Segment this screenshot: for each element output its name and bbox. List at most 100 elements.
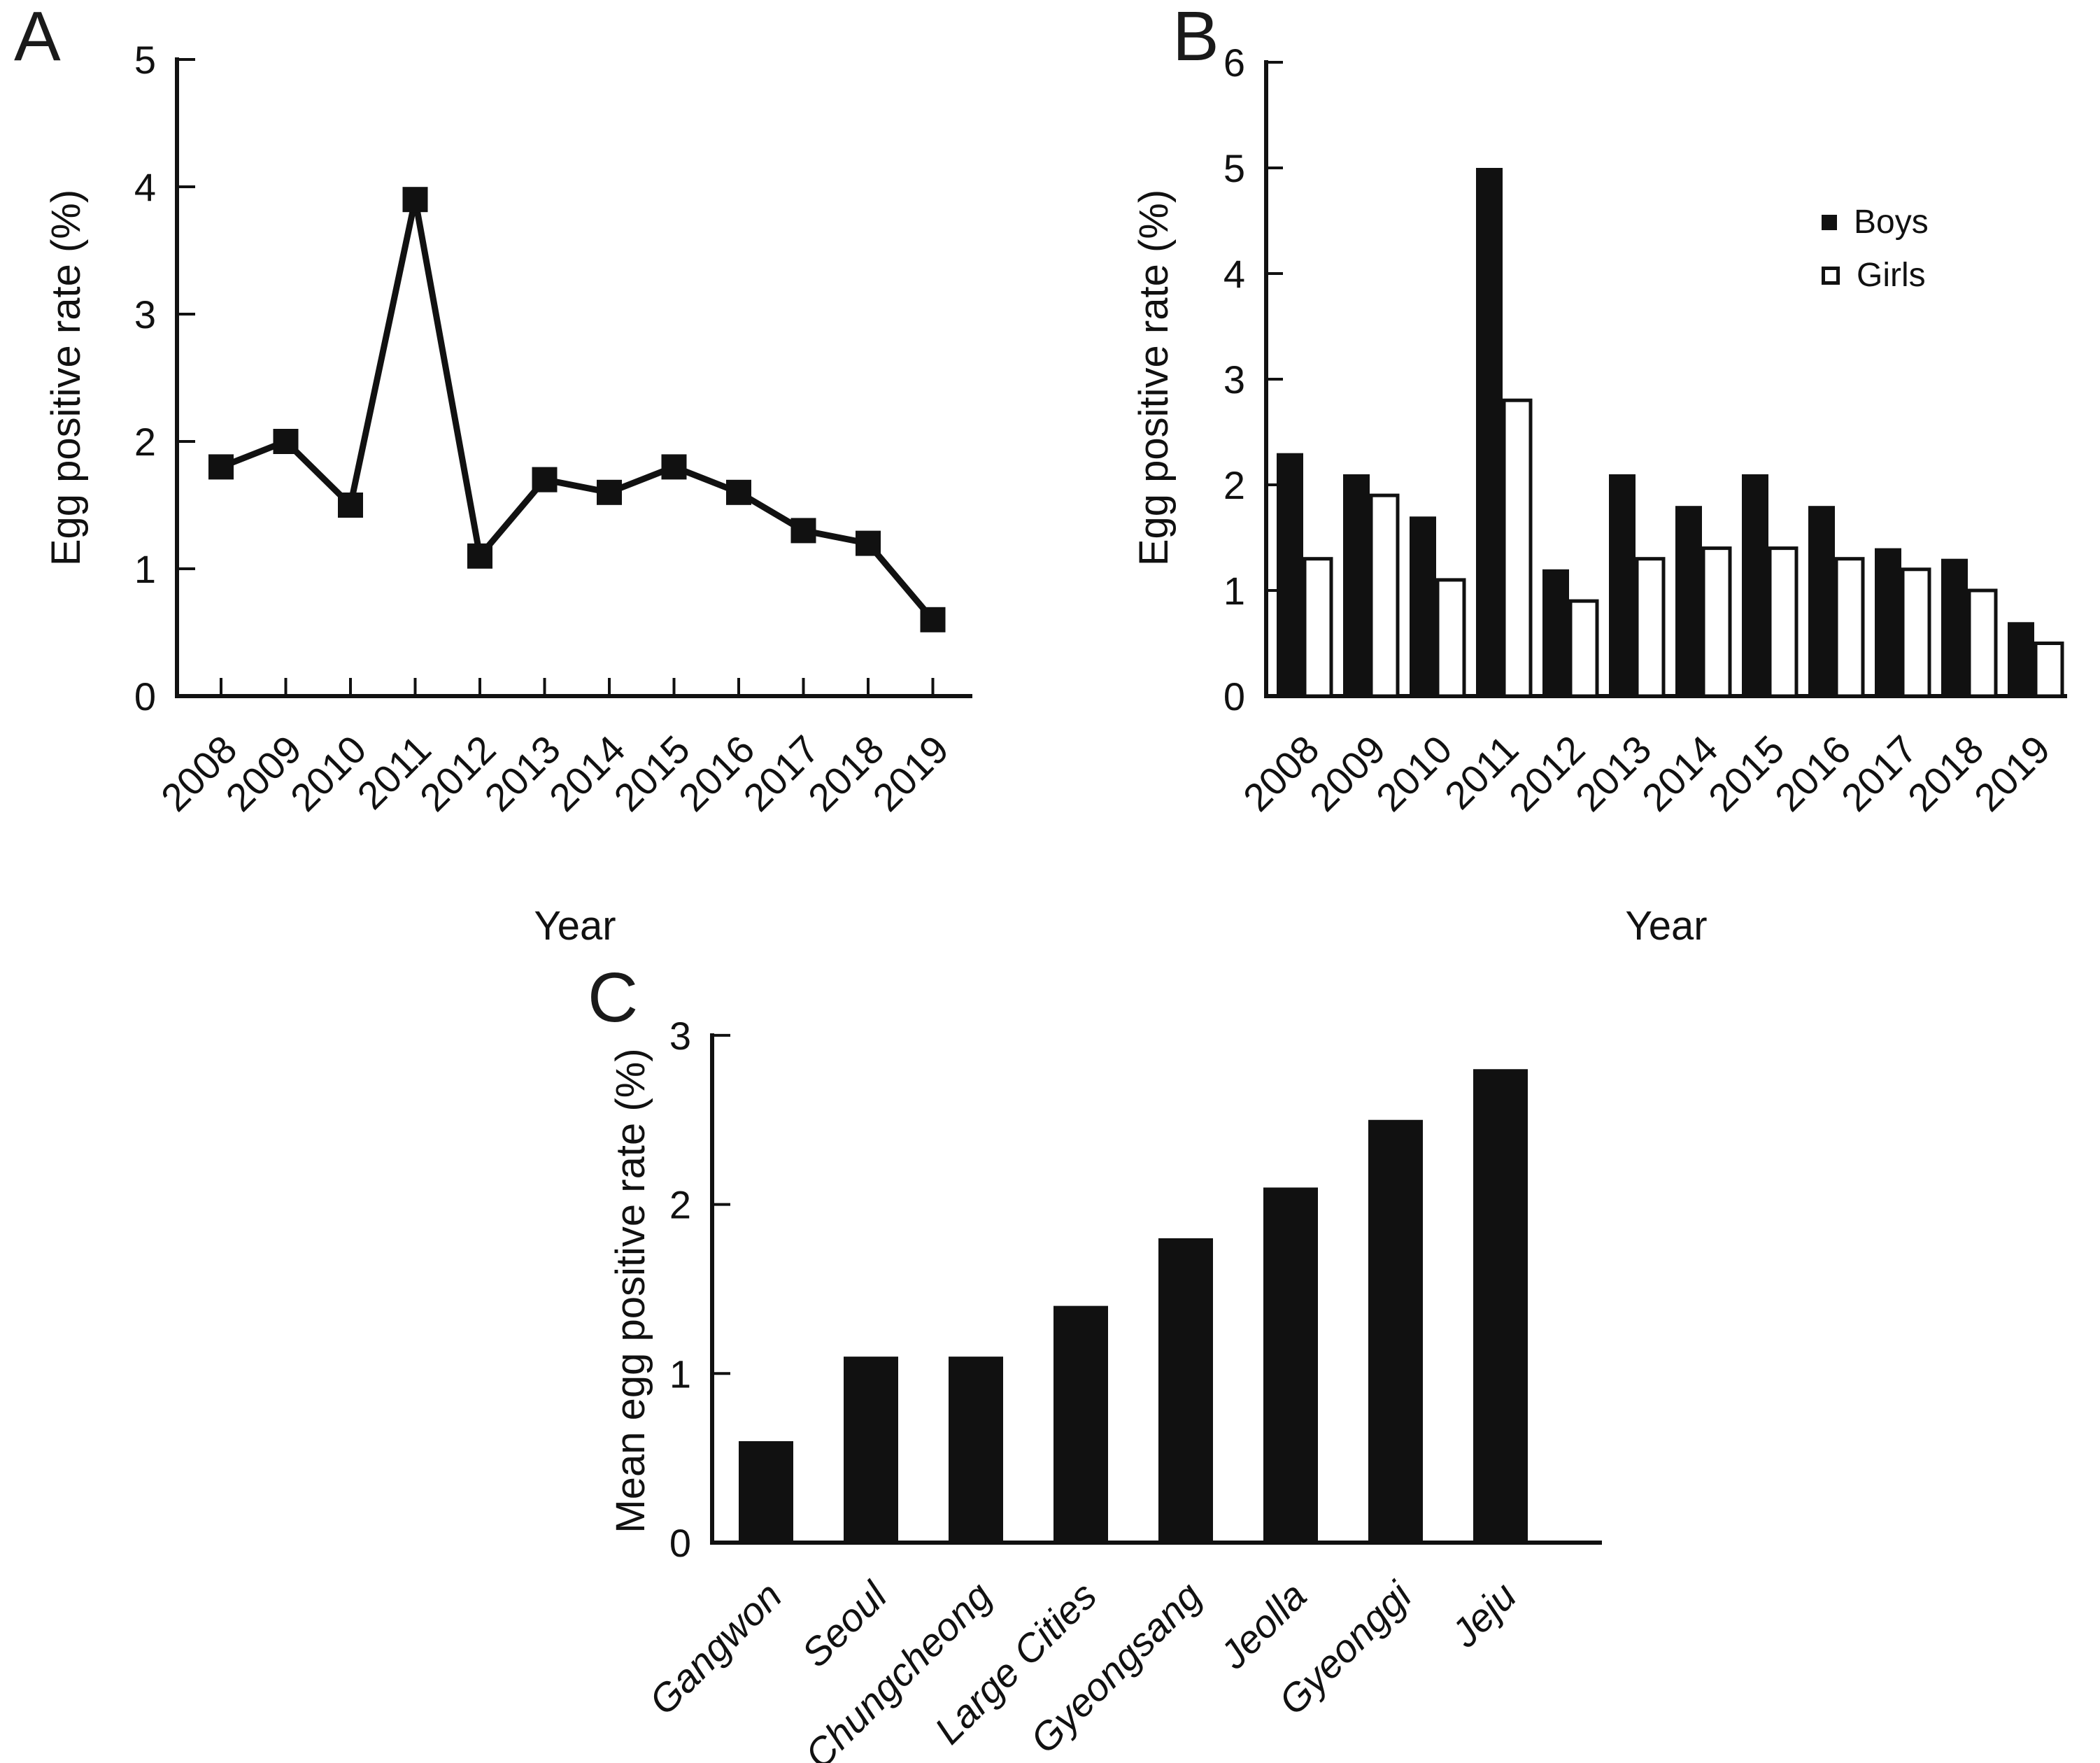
b-x-tick-label-2010: 2010 xyxy=(1368,727,1461,820)
panel-b-yaxis-title: Egg positive rate (%) xyxy=(1131,189,1177,567)
b-bar-girls-2016 xyxy=(1834,557,1865,698)
b-x-tick-label-2017: 2017 xyxy=(1833,727,1926,820)
panel-b-legend: Boys Girls xyxy=(1822,204,1929,294)
b-y-tick-label-2: 2 xyxy=(1223,463,1245,507)
a-y-tick-label-3: 3 xyxy=(134,292,156,337)
a-x-tick-label-2013: 2013 xyxy=(476,727,569,820)
c-bar-Gyeongsang xyxy=(1158,1238,1213,1543)
b-x-tick-label-2014: 2014 xyxy=(1633,727,1726,820)
panel-b-letter: B xyxy=(1172,0,1219,76)
c-y-tick-label-0: 0 xyxy=(669,1521,691,1565)
a-x-tick-label-2012: 2012 xyxy=(411,727,504,820)
b-bar-boys-2019 xyxy=(2008,622,2034,696)
b-y-tick-label-3: 3 xyxy=(1223,357,1245,402)
b-bar-girls-2010 xyxy=(1435,578,1466,698)
b-bar-boys-2012 xyxy=(1542,569,1569,696)
a-marker-2013 xyxy=(532,467,558,493)
a-x-tick-label-2010: 2010 xyxy=(282,727,375,820)
b-bar-girls-2014 xyxy=(1701,546,1732,698)
a-x-tick-label-2009: 2009 xyxy=(217,727,310,820)
b-x-tick-label-2013: 2013 xyxy=(1567,727,1660,820)
b-x-tick-label-2011: 2011 xyxy=(1436,727,1527,818)
c-x-tick-label-Seoul: Seoul xyxy=(793,1573,896,1676)
b-x-tick-label-2015: 2015 xyxy=(1700,727,1793,820)
a-x-tick-label-2014: 2014 xyxy=(541,727,634,820)
a-y-tick-label-2: 2 xyxy=(134,420,156,464)
c-y-tick-label-3: 3 xyxy=(669,1014,691,1058)
b-bar-girls-2008 xyxy=(1303,557,1333,698)
a-x-tick-label-2008: 2008 xyxy=(152,727,246,820)
b-x-tick-label-2016: 2016 xyxy=(1766,727,1859,820)
b-x-tick-label-2008: 2008 xyxy=(1235,727,1328,820)
a-marker-2014 xyxy=(597,479,622,505)
b-bar-girls-2018 xyxy=(1967,588,1998,698)
b-bar-boys-2008 xyxy=(1277,453,1303,696)
b-x-tick-label-2012: 2012 xyxy=(1500,727,1594,820)
a-marker-2009 xyxy=(273,429,299,454)
legend-label-boys: Boys xyxy=(1854,204,1929,241)
b-bar-boys-2011 xyxy=(1476,168,1503,696)
legend-row-boys: Boys xyxy=(1822,204,1929,241)
b-y-tick-label-0: 0 xyxy=(1223,674,1245,718)
b-bar-girls-2019 xyxy=(2034,642,2064,698)
b-bar-boys-2016 xyxy=(1808,506,1835,696)
c-bar-Gangwon xyxy=(739,1440,793,1543)
c-bar-Jeolla xyxy=(1263,1187,1318,1543)
b-bar-girls-2013 xyxy=(1635,557,1666,698)
girls-open-square-icon xyxy=(1822,267,1840,285)
c-bar-Gyeonggi xyxy=(1368,1119,1423,1543)
b-x-tick-label-2018: 2018 xyxy=(1899,727,1992,820)
panel-a-letter: A xyxy=(14,0,61,76)
a-y-tick-label-5: 5 xyxy=(134,38,156,82)
boys-filled-square-icon xyxy=(1822,215,1837,230)
a-x-tick-label-2019: 2019 xyxy=(864,727,957,820)
legend-label-girls: Girls xyxy=(1857,257,1926,294)
a-y-tick-label-4: 4 xyxy=(134,165,156,209)
a-x-tick-label-2011: 2011 xyxy=(348,727,439,818)
b-bar-girls-2017 xyxy=(1901,567,1931,698)
b-y-tick-label-5: 5 xyxy=(1223,146,1245,190)
b-bar-boys-2009 xyxy=(1343,474,1370,696)
b-bar-girls-2015 xyxy=(1768,546,1799,698)
panel-c-letter: C xyxy=(588,958,639,1037)
b-bar-boys-2018 xyxy=(1941,558,1968,696)
c-y-tick-label-1: 1 xyxy=(669,1352,691,1396)
c-x-tick-label-Gangwon: Gangwon xyxy=(640,1573,790,1723)
b-y-tick-label-4: 4 xyxy=(1223,252,1245,296)
a-marker-2011 xyxy=(402,187,428,213)
a-marker-2012 xyxy=(467,543,492,569)
c-bar-Seoul xyxy=(844,1357,898,1543)
a-data-line xyxy=(220,199,935,622)
a-marker-2016 xyxy=(726,479,751,505)
b-bar-girls-2012 xyxy=(1568,599,1599,698)
b-x-tick-label-2009: 2009 xyxy=(1301,727,1394,820)
b-bar-girls-2011 xyxy=(1502,398,1533,698)
a-marker-2017 xyxy=(790,518,816,544)
legend-row-girls: Girls xyxy=(1822,257,1929,294)
b-bar-boys-2013 xyxy=(1609,474,1636,696)
a-x-tick-label-2016: 2016 xyxy=(670,727,763,820)
c-bar-Large Cities xyxy=(1053,1305,1108,1543)
b-bar-boys-2015 xyxy=(1742,474,1768,696)
a-marker-2015 xyxy=(661,454,687,480)
b-y-tick-label-1: 1 xyxy=(1223,569,1245,613)
b-bar-boys-2017 xyxy=(1875,548,1901,696)
a-y-tick-label-1: 1 xyxy=(134,547,156,591)
a-marker-2010 xyxy=(338,493,363,518)
panel-a-yaxis-title: Egg positive rate (%) xyxy=(43,189,89,567)
b-x-tick-label-2019: 2019 xyxy=(1966,727,2059,820)
panel-c-yaxis-title: Mean egg positive rate (%) xyxy=(608,1048,653,1534)
a-x-tick-label-2017: 2017 xyxy=(735,727,828,820)
a-marker-2008 xyxy=(208,454,234,480)
c-x-tick-label-Jeju: Jeju xyxy=(1442,1573,1525,1656)
c-bar-Jeju xyxy=(1473,1069,1528,1543)
b-y-tick-label-6: 6 xyxy=(1223,41,1245,85)
panel-b-xaxis-title: Year xyxy=(1625,903,1708,949)
a-y-tick-label-0: 0 xyxy=(134,674,156,718)
panel-a-xaxis-title: Year xyxy=(534,903,616,949)
a-x-tick-label-2018: 2018 xyxy=(800,727,893,820)
c-bar-Chungcheong xyxy=(949,1357,1003,1543)
b-bar-boys-2010 xyxy=(1410,516,1436,696)
